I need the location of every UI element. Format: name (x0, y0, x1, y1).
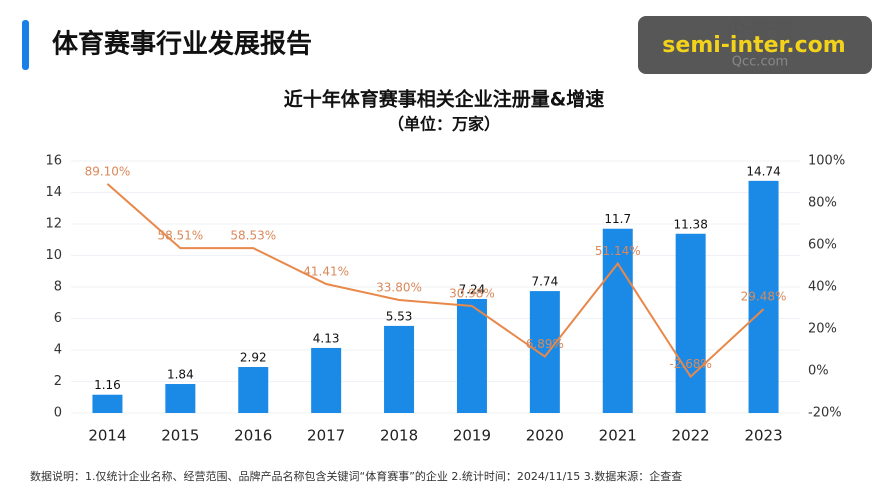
bar-label: 1.16 (94, 378, 121, 392)
bar-label: 2.92 (240, 351, 267, 365)
footer-note: 数据说明：1.仅统计企业名称、经营范围、品牌产品名称包含关键词“体育赛事”的企业… (30, 469, 682, 483)
bar-label: 11.38 (673, 217, 707, 231)
y-tick-label: 16 (45, 154, 62, 169)
line-label: 33.80% (376, 281, 422, 295)
bar (165, 384, 196, 413)
y-tick-label: 14 (45, 185, 62, 200)
y2-tick-label: 80% (808, 196, 837, 211)
growth-line (106, 183, 765, 379)
x-tick-label: 2016 (234, 427, 272, 445)
line-label: 29.48% (741, 290, 787, 304)
y2-tick-label: 60% (808, 238, 837, 253)
bar-label: 11.7 (604, 212, 631, 226)
bar (675, 233, 706, 413)
line-label: 58.51% (157, 229, 203, 243)
y-tick-label: 12 (45, 217, 62, 232)
y-tick-label: 0 (54, 406, 62, 421)
y-tick-label: 2 (54, 374, 62, 389)
bar-label: 5.53 (386, 309, 413, 323)
y-tick-label: 10 (45, 248, 62, 263)
x-tick-label: 2015 (161, 427, 199, 445)
bar-label: 7.74 (531, 275, 558, 289)
bar-label: 4.13 (313, 331, 340, 345)
chart-title: 近十年体育赛事相关企业注册量&增速 (284, 88, 605, 111)
chart-subtitle: （单位：万家） (388, 115, 500, 134)
watermark: semi-inter.com (662, 33, 845, 58)
line-label: 51.14% (595, 244, 641, 258)
page-title: 体育赛事行业发展报告 (52, 29, 312, 60)
line-label: 6.89% (526, 337, 564, 351)
bar-label: 1.84 (167, 368, 194, 382)
y2-tick-label: -20% (808, 406, 842, 421)
y-tick-label: 8 (54, 280, 62, 295)
bar (384, 325, 415, 413)
line-label: -2.68% (669, 357, 711, 371)
x-tick-label: 2023 (744, 427, 782, 445)
x-tick-label: 2017 (307, 427, 345, 445)
y-tick-label: 4 (54, 343, 62, 358)
logo-sub: Qcc.com (732, 55, 788, 70)
bar (238, 367, 269, 413)
bar (529, 291, 560, 413)
y2-tick-label: 0% (808, 364, 829, 379)
x-tick-label: 2014 (88, 427, 126, 445)
x-tick-label: 2018 (380, 427, 418, 445)
bar-label: 14.74 (746, 164, 780, 178)
x-tick-label: 2019 (453, 427, 491, 445)
bar (92, 394, 123, 413)
y2-tick-label: 20% (808, 322, 837, 337)
x-tick-label: 2021 (599, 427, 637, 445)
y2-tick-label: 40% (808, 280, 837, 295)
line-label: 30.98% (449, 286, 495, 300)
y2-tick-label: 100% (808, 154, 845, 169)
line-label: 58.53% (230, 229, 276, 243)
logo-box (638, 16, 872, 74)
bar (311, 347, 342, 413)
line-label: 89.10% (85, 164, 131, 178)
x-tick-label: 2020 (526, 427, 564, 445)
bar (602, 228, 633, 413)
logo: 企查查 (724, 17, 796, 45)
bar (456, 298, 487, 413)
x-tick-label: 2022 (672, 427, 710, 445)
bar-label: 7.24 (459, 282, 486, 296)
bar (748, 180, 779, 413)
title-accent (22, 20, 29, 70)
line-label: 41.41% (303, 265, 349, 279)
y-tick-label: 6 (54, 311, 62, 326)
